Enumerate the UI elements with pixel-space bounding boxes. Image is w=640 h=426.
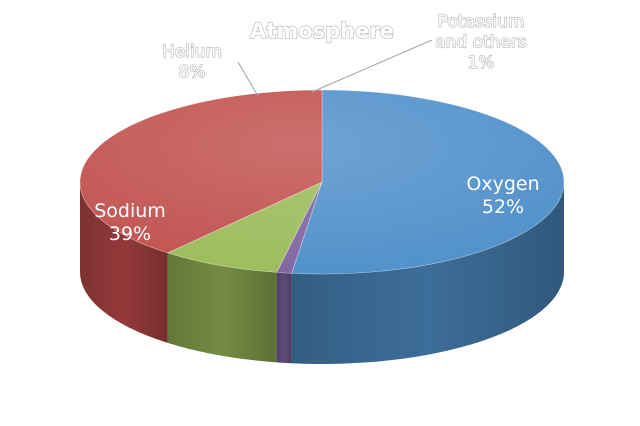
data-label-helium: Helium 8% [162, 42, 222, 82]
data-label-sodium: Sodium 39% [94, 200, 166, 245]
data-label-oxygen: Oxygen 52% [466, 173, 539, 218]
pie-side-shade-sodium [79, 182, 168, 343]
pie-side-shade-potassium-and-others [276, 272, 292, 364]
chart-title: Atmosphere [250, 19, 394, 43]
leader-line-potassium-and-others [311, 39, 433, 93]
pie-top-highlight [80, 90, 564, 274]
pie-side-shade-helium [167, 252, 277, 363]
leader-line-helium [237, 61, 259, 97]
data-label-potassium-and-others: Potassium and others 1% [435, 12, 527, 73]
pie-side-shade-oxygen [291, 182, 564, 365]
